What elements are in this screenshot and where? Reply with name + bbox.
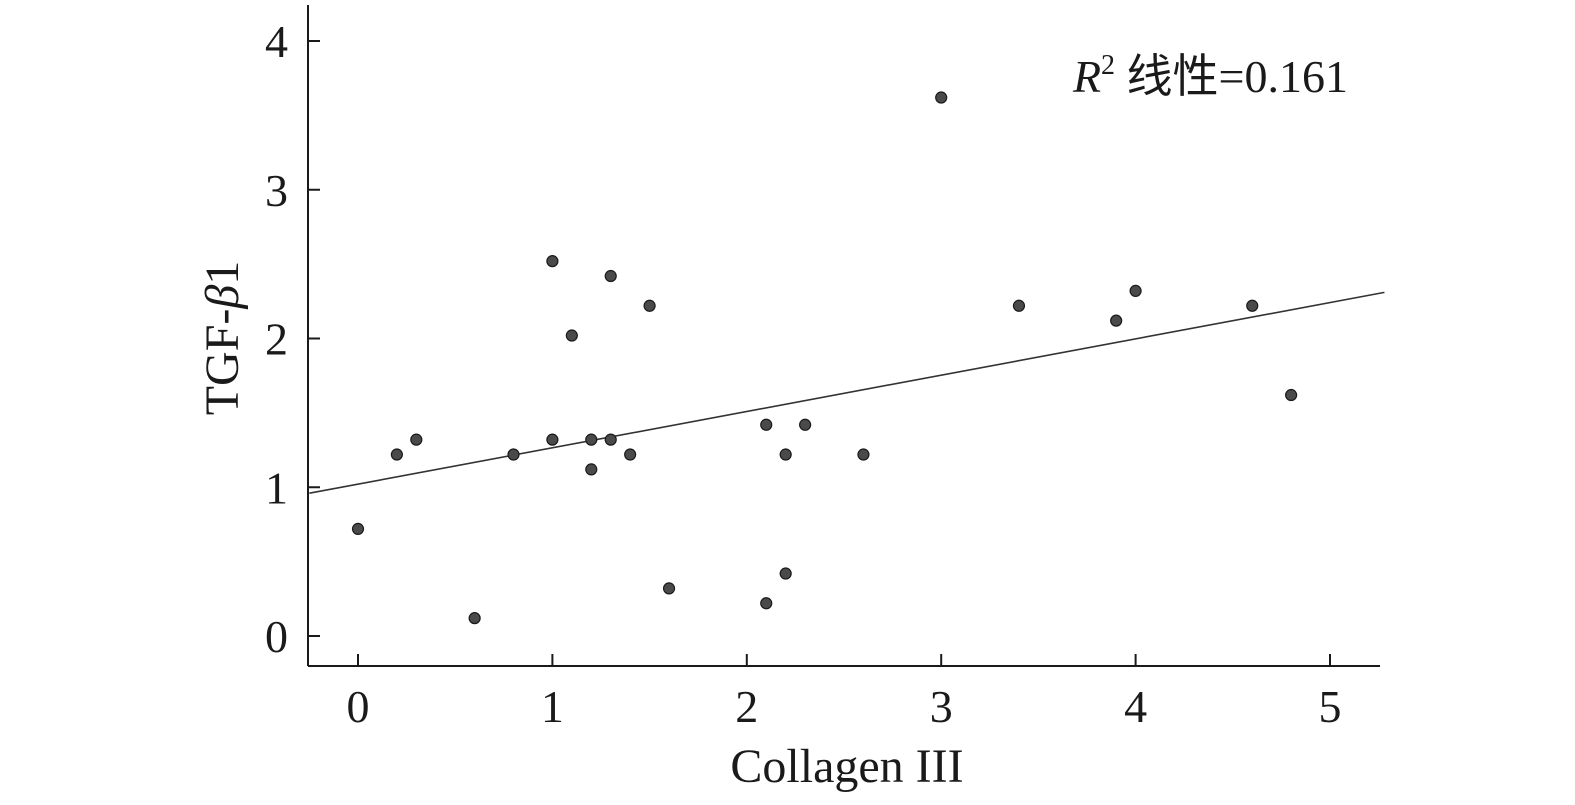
x-tick-label-5: 5 — [1319, 681, 1342, 732]
y-ticks: 0 1 2 3 4 — [265, 16, 320, 662]
data-point-5 — [507, 448, 520, 461]
y-axis-title: TGF-β1 — [196, 261, 249, 416]
data-point-27 — [1285, 388, 1298, 402]
data-point-18 — [779, 448, 792, 461]
data-point-16 — [760, 418, 773, 431]
data-point-7 — [546, 433, 559, 446]
y-tick-label-4: 4 — [265, 16, 288, 67]
data-point-6 — [546, 255, 559, 268]
r-squared-value: 线性=0.161 — [1115, 51, 1348, 102]
r-symbol: R — [1072, 51, 1101, 102]
data-points — [351, 91, 1298, 625]
data-point-21 — [857, 448, 870, 461]
data-point-26 — [1246, 299, 1259, 312]
data-point-1 — [351, 522, 365, 536]
data-point-25 — [1129, 284, 1142, 297]
data-point-19 — [779, 567, 792, 580]
data-point-17 — [760, 597, 773, 610]
data-point-2 — [390, 448, 403, 461]
x-axis-title: Collagen III — [730, 740, 963, 793]
x-tick-label-2: 2 — [735, 681, 758, 732]
data-point-8 — [565, 329, 578, 342]
data-point-20 — [799, 418, 812, 431]
axes — [307, 5, 1380, 667]
data-point-13 — [624, 448, 637, 461]
data-point-22 — [935, 91, 948, 104]
y-axis-title-main: TGF- — [196, 309, 249, 416]
x-tick-label-0: 0 — [347, 681, 370, 732]
regression-line — [309, 291, 1385, 494]
y-tick-label-2: 2 — [265, 314, 288, 365]
y-axis-title-suffix: 1 — [196, 261, 249, 285]
data-point-24 — [1110, 314, 1123, 327]
x-tick-label-4: 4 — [1124, 681, 1147, 732]
y-tick-label-0: 0 — [265, 611, 288, 662]
y-tick-label-1: 1 — [265, 462, 288, 513]
data-point-10 — [585, 463, 598, 476]
r-squared-annotation: R2 线性=0.161 — [1072, 50, 1348, 102]
data-point-3 — [410, 433, 423, 446]
y-tick-label-3: 3 — [265, 165, 288, 216]
data-point-14 — [643, 299, 656, 312]
x-ticks: 0 1 2 3 4 5 — [347, 654, 1342, 732]
data-point-15 — [662, 582, 676, 595]
r-superscript: 2 — [1101, 50, 1115, 81]
x-tick-label-1: 1 — [541, 681, 564, 732]
data-point-4 — [468, 612, 481, 625]
y-axis-title-greek: β — [196, 285, 249, 310]
data-point-23 — [1012, 299, 1026, 312]
x-tick-label-3: 3 — [930, 681, 953, 732]
data-point-11 — [604, 269, 617, 283]
data-point-12 — [604, 433, 617, 446]
data-point-9 — [585, 433, 598, 446]
